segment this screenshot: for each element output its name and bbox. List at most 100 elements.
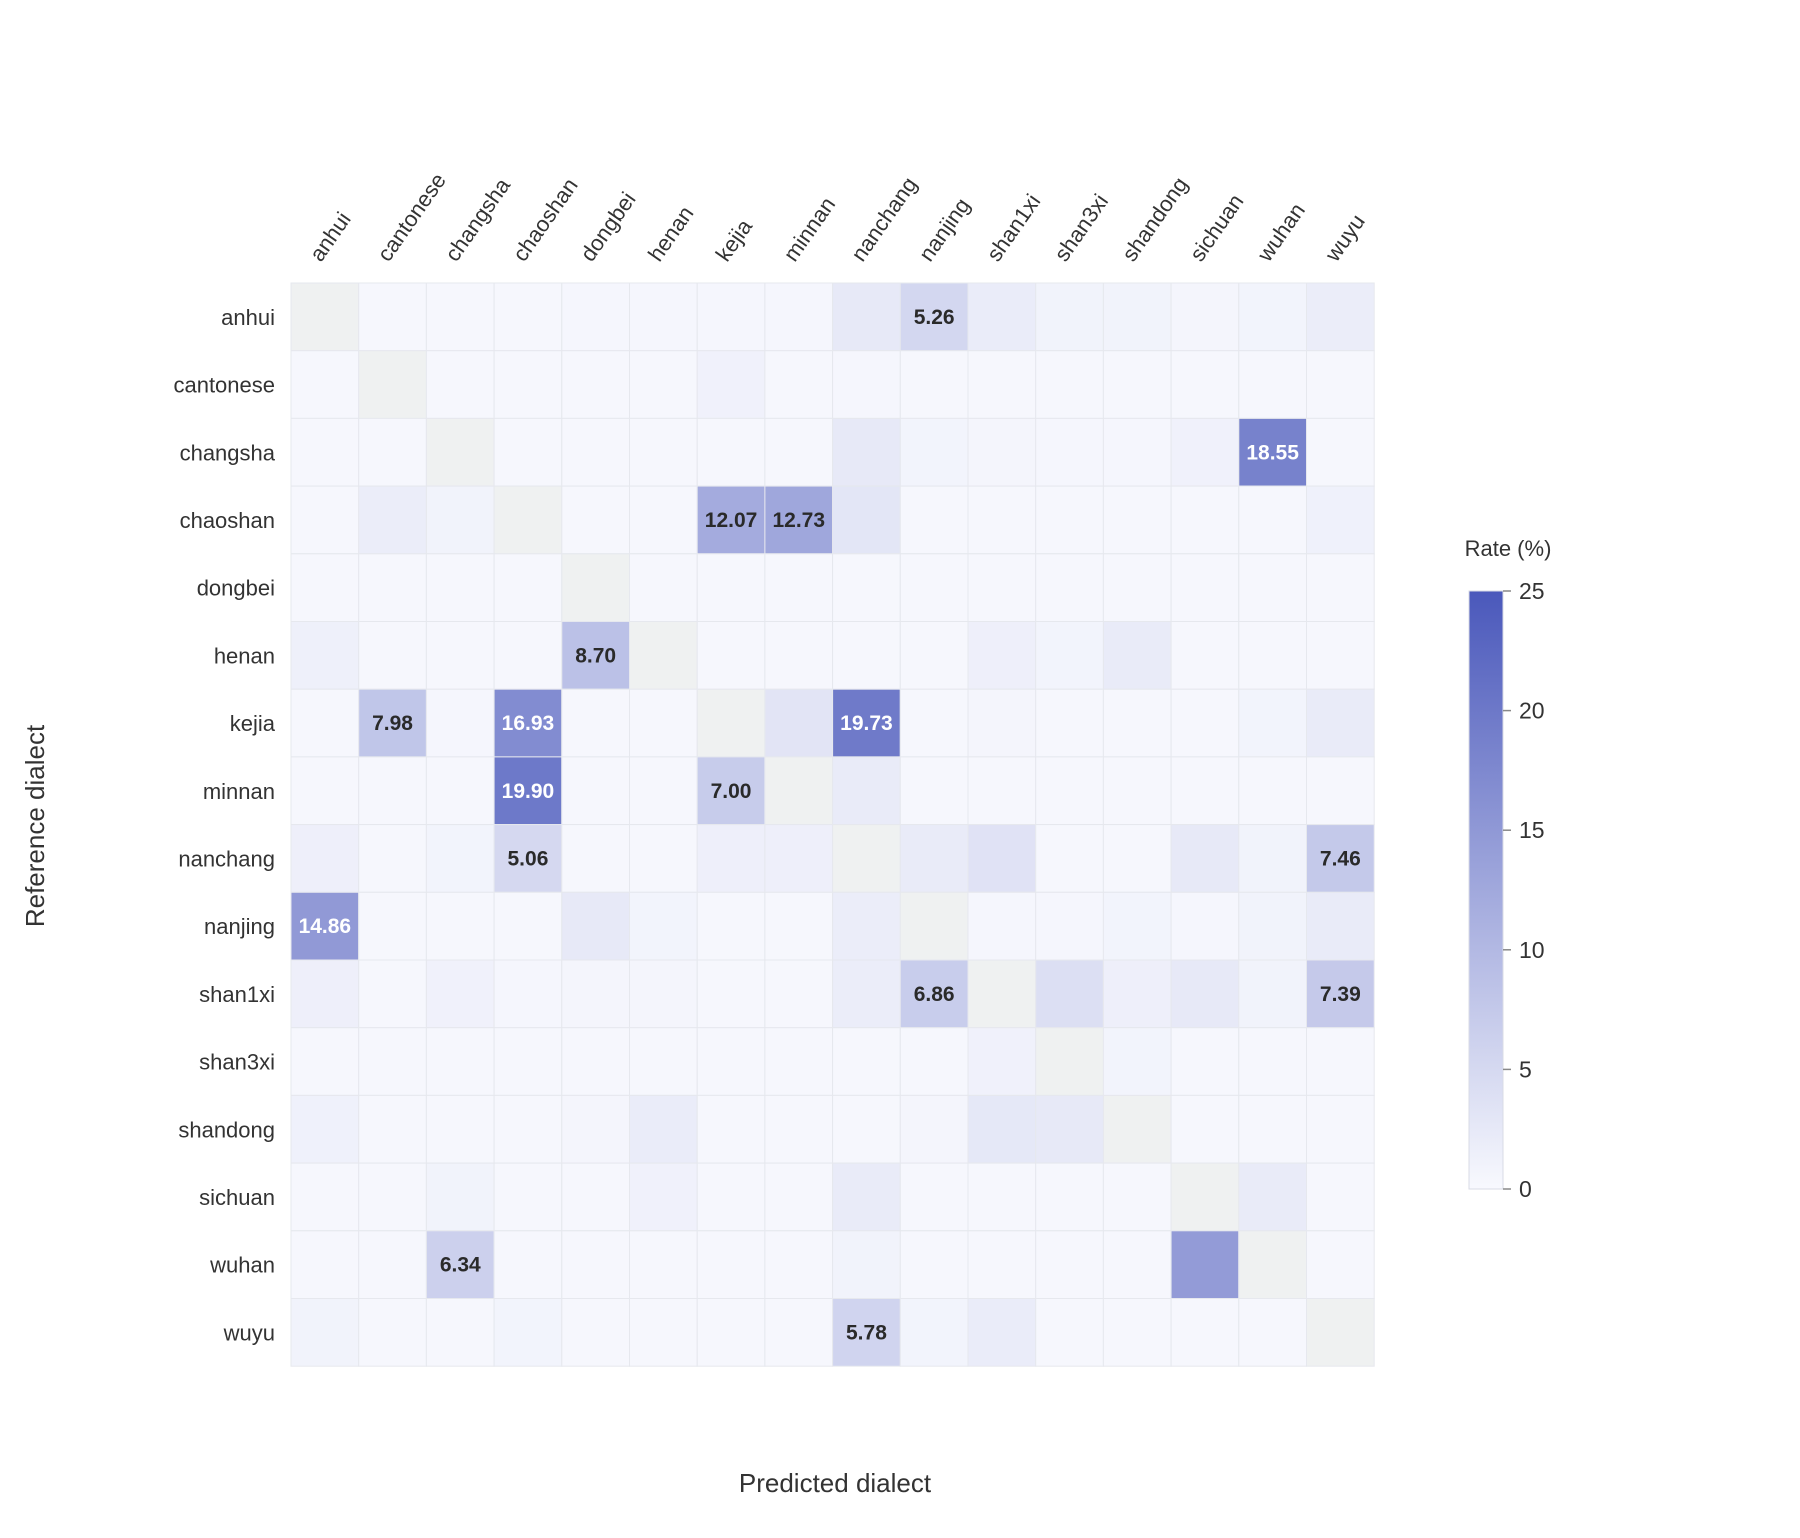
heatmap-cell (493, 1230, 563, 1300)
heatmap-cell (764, 688, 834, 758)
heatmap-cell-diagonal (629, 621, 698, 690)
heatmap-cell (832, 282, 901, 352)
heatmap-cell (358, 1298, 427, 1367)
heatmap-cell (1170, 1230, 1240, 1300)
heatmap-cell (1102, 350, 1172, 419)
colorbar-tick-label: 0 (1519, 1176, 1532, 1202)
heatmap-cell (696, 621, 766, 690)
heatmap-cell (1170, 350, 1240, 419)
heatmap-cell-diagonal (290, 282, 360, 352)
heatmap-cell (832, 1298, 901, 1367)
cell-value-label: 7.98 (372, 712, 413, 735)
heatmap-cell (1238, 891, 1308, 961)
heatmap-cell (1035, 959, 1104, 1029)
column-label: changsha (440, 173, 516, 266)
heatmap-cell (1102, 1162, 1172, 1232)
heatmap-cell (1306, 621, 1375, 690)
heatmap-cell (1170, 959, 1240, 1029)
heatmap-cell (764, 1162, 834, 1232)
heatmap-cell (1102, 824, 1172, 893)
column-label: chaoshan (508, 173, 583, 266)
column-label: sichuan (1185, 189, 1249, 265)
heatmap-cell (425, 1298, 495, 1367)
heatmap-cell (561, 1162, 630, 1232)
heatmap-cell (1238, 1094, 1308, 1164)
heatmap-cell (1306, 553, 1375, 622)
heatmap-cell (967, 282, 1037, 352)
heatmap-cell (764, 959, 834, 1029)
heatmap-cell (358, 1162, 427, 1232)
heatmap-cell (1170, 1298, 1240, 1367)
heatmap-cell (1306, 1094, 1375, 1164)
heatmap-cell (832, 553, 901, 622)
heatmap-cell (967, 553, 1037, 622)
heatmap-cell (832, 417, 901, 487)
heatmap-cell (425, 959, 495, 1029)
heatmap-cell (1035, 350, 1104, 419)
heatmap-cell (764, 891, 834, 961)
colorbar: Rate (%) 0 5 10 15 20 25 (1465, 536, 1552, 1202)
heatmap-cell (290, 621, 360, 690)
heatmap-cell (764, 824, 834, 893)
row-label: changsha (180, 440, 276, 465)
heatmap-cell (832, 621, 901, 690)
heatmap-cell (1306, 891, 1375, 961)
heatmap-cell (290, 417, 360, 487)
heatmap-cell (1170, 553, 1240, 622)
column-label: dongbei (575, 187, 640, 265)
heatmap-cell (290, 1027, 360, 1096)
heatmap-cell (1170, 756, 1240, 826)
heatmap-cell (1238, 621, 1308, 690)
heatmap-cell (629, 688, 698, 758)
heatmap-cell (561, 417, 630, 487)
heatmap-cell (1238, 1027, 1308, 1096)
heatmap-cell (899, 1162, 969, 1232)
heatmap-cell (899, 1298, 969, 1367)
heatmap-cells (290, 282, 1375, 1367)
heatmap-cell-diagonal (696, 688, 766, 758)
heatmap-cell (290, 485, 360, 555)
heatmap-cell (696, 350, 766, 419)
heatmap-cell (1102, 1298, 1172, 1367)
column-label: minnan (778, 192, 840, 265)
heatmap-cell (832, 1230, 901, 1300)
heatmap-cell (696, 824, 766, 893)
row-label: nanjing (204, 914, 275, 939)
heatmap-cell (1170, 891, 1240, 961)
cell-value-label: 12.73 (772, 509, 825, 532)
row-label: nanchang (178, 846, 275, 871)
heatmap-cell (561, 688, 630, 758)
heatmap-cell (967, 485, 1037, 555)
row-label: shandong (178, 1117, 275, 1142)
colorbar-tick-label: 10 (1519, 937, 1545, 963)
cell-value-label: 14.86 (299, 915, 352, 938)
heatmap-cell (899, 282, 969, 352)
heatmap-cell (696, 756, 766, 826)
cell-value-label: 7.39 (1320, 983, 1361, 1006)
heatmap-cell (696, 891, 766, 961)
heatmap-cell (696, 417, 766, 487)
heatmap-cell (899, 553, 969, 622)
heatmap-cell (425, 1094, 495, 1164)
heatmap-cell (358, 824, 427, 893)
row-label: anhui (221, 305, 275, 330)
heatmap-cell (1306, 824, 1375, 893)
column-label: shandong (1117, 172, 1193, 266)
heatmap-cell (764, 485, 834, 555)
heatmap-cell (832, 959, 901, 1029)
colorbar-ticks: 0 5 10 15 20 25 (1503, 578, 1545, 1202)
heatmap-cell (493, 1298, 563, 1367)
heatmap-cell-diagonal (764, 756, 834, 826)
cell-value-label: 19.90 (502, 780, 555, 803)
heatmap-cell (1306, 1027, 1375, 1096)
heatmap-cell (425, 553, 495, 622)
heatmap-cell (561, 891, 630, 961)
heatmap-cell (832, 485, 901, 555)
heatmap-cell (696, 1027, 766, 1096)
heatmap-cell (1238, 350, 1308, 419)
heatmap-cell (425, 891, 495, 961)
row-label: shan1xi (199, 982, 275, 1007)
heatmap-cell (1102, 1027, 1172, 1096)
heatmap-cell (358, 282, 427, 352)
